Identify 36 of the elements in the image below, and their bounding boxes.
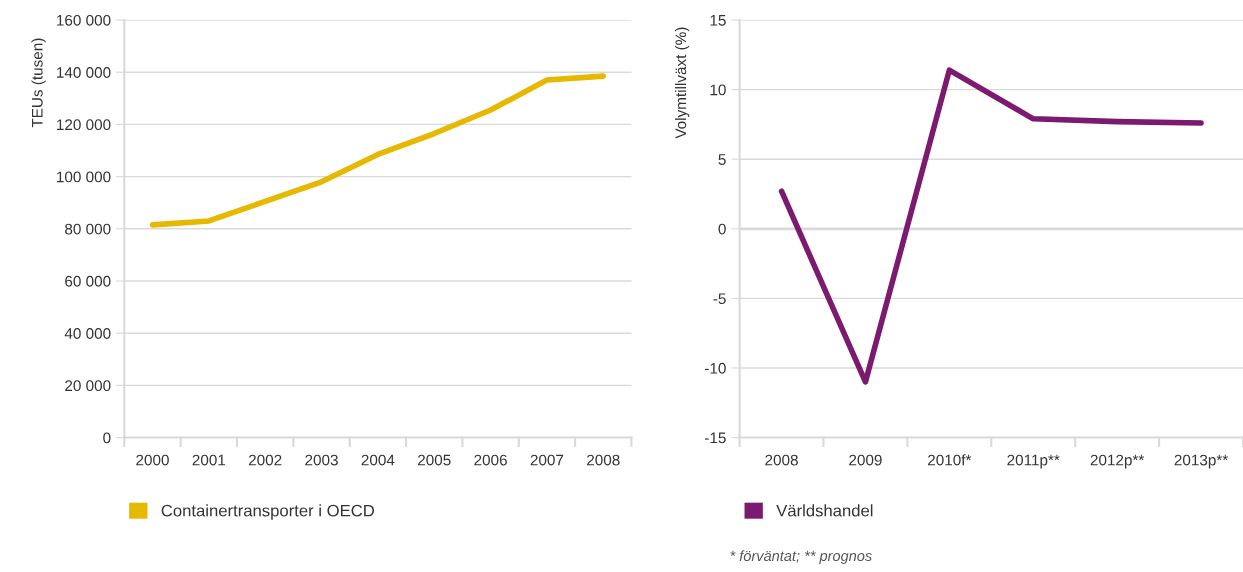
y-axis-title: Volymtillväxt (%): [675, 27, 690, 139]
y-tick-label: 100 000: [57, 171, 111, 183]
x-tick-label: 2000: [136, 454, 169, 466]
y-tick-label: 80 000: [65, 223, 111, 235]
x-tick-label: 2011p**: [1007, 454, 1060, 469]
x-tick-label: 2005: [418, 454, 451, 466]
y-tick-label: 10: [710, 84, 726, 96]
x-tick-label: 2009: [849, 454, 882, 466]
legend-label: Världshandel: [776, 504, 873, 517]
x-tick-label: 2006: [474, 454, 507, 466]
y-tick-label: 140 000: [57, 67, 111, 78]
y-tick-label: 5: [718, 154, 726, 165]
x-tick-label: 2003: [305, 454, 338, 466]
y-tick-label: 15: [710, 15, 726, 26]
y-tick-label: -5: [713, 293, 726, 305]
y-tick-label: 0: [103, 432, 111, 444]
legend-label: Containertransporter i OECD: [161, 504, 374, 520]
y-tick-label: -10: [704, 362, 726, 374]
y-tick-label: 20 000: [65, 380, 111, 392]
x-tick-label: 2012p**: [1090, 454, 1145, 469]
y-tick-label: -15: [704, 432, 726, 444]
x-tick-label: 2013p**: [1174, 454, 1228, 469]
x-tick-label: 2002: [248, 454, 282, 466]
x-tick-label: 2001: [192, 454, 226, 466]
text: * förväntat; ** prognos: [730, 550, 872, 564]
x-tick-label: 2004: [361, 454, 395, 466]
x-tick-label: 2008: [765, 454, 798, 466]
y-tick-label: 160 000: [57, 14, 111, 26]
x-tick-label: 2008: [587, 454, 620, 466]
y-tick-label: 0: [718, 223, 726, 235]
y-tick-label: 60 000: [65, 275, 111, 287]
x-tick-label: 2007: [530, 454, 564, 466]
y-tick-label: 120 000: [57, 119, 111, 131]
y-tick-label: 40 000: [64, 328, 111, 339]
x-tick-label: 2010f*: [928, 454, 972, 466]
y-axis-title: TEUs (tusen): [31, 38, 46, 128]
